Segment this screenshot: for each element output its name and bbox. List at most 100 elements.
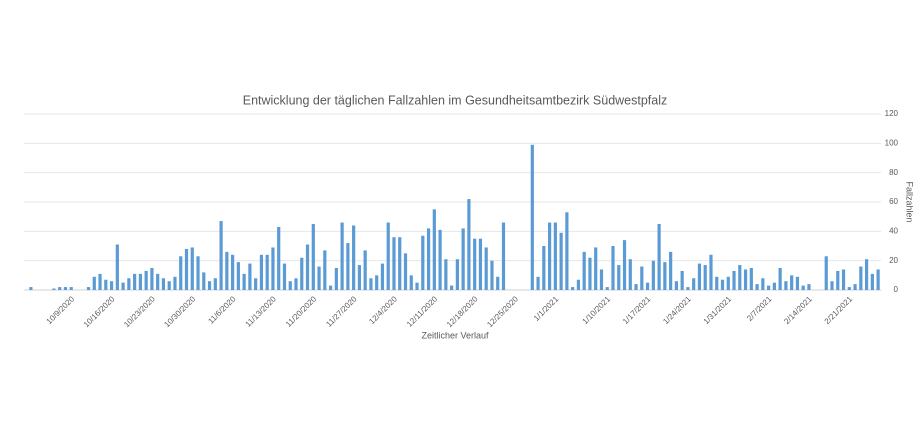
- x-tick-label: 11/6/2020: [206, 294, 237, 325]
- bar: [236, 262, 240, 290]
- bar: [161, 278, 166, 290]
- bar: [225, 251, 229, 290]
- x-tick-label: 2/21/2021: [823, 294, 855, 326]
- bar: [870, 273, 874, 290]
- bar: [352, 225, 356, 290]
- bar: [790, 275, 794, 290]
- bar: [317, 266, 321, 290]
- bar: [450, 285, 454, 290]
- bar: [767, 285, 771, 290]
- bar: [190, 247, 194, 290]
- bar: [386, 222, 390, 290]
- x-axis-title: Zeitlicher Verlauf: [421, 330, 489, 340]
- bar: [496, 276, 500, 290]
- bar: [807, 284, 811, 290]
- bar: [156, 273, 160, 290]
- bar: [150, 268, 154, 290]
- x-tick-label: 1/10/2021: [581, 294, 613, 326]
- bar: [363, 250, 367, 290]
- bar: [622, 240, 627, 290]
- y-tick-label: 120: [885, 109, 899, 118]
- bar: [841, 269, 846, 290]
- bar: [669, 251, 673, 290]
- bar: [853, 284, 857, 290]
- bar: [144, 270, 148, 290]
- bar: [426, 228, 431, 290]
- bar: [732, 270, 736, 290]
- bar: [738, 265, 742, 290]
- bar: [720, 279, 725, 290]
- bar: [582, 251, 586, 290]
- bar: [265, 254, 269, 290]
- x-tick-label: 11/20/2020: [284, 294, 319, 329]
- y-tick-label: 40: [889, 226, 898, 235]
- y-tick-label: 100: [885, 138, 899, 147]
- bar: [784, 281, 788, 290]
- bar: [271, 247, 275, 290]
- bar: [547, 222, 552, 290]
- bar: [98, 273, 102, 290]
- y-tick-label: 0: [894, 285, 899, 294]
- bar: [709, 254, 713, 290]
- bar: [692, 278, 696, 290]
- bar: [743, 269, 748, 290]
- bar: [300, 257, 304, 290]
- bar: [847, 287, 851, 290]
- bar: [69, 287, 73, 290]
- bar: [438, 229, 442, 290]
- bar: [536, 276, 540, 290]
- bar: [859, 266, 863, 290]
- y-tick-label: 20: [889, 256, 898, 265]
- bar: [836, 270, 840, 290]
- bar: [282, 263, 287, 290]
- bar: [202, 272, 206, 290]
- y-tick-label: 60: [889, 197, 898, 206]
- bar: [288, 281, 292, 290]
- bar: [432, 209, 436, 290]
- bar: [421, 235, 425, 290]
- bar: [824, 256, 828, 290]
- x-tick-label: 1/31/2021: [702, 294, 734, 326]
- bar: [277, 226, 281, 290]
- x-tick-label: 12/25/2020: [485, 294, 520, 329]
- bar: [634, 284, 638, 290]
- bar: [726, 276, 730, 290]
- bar: [219, 221, 223, 290]
- bar: [444, 259, 448, 290]
- x-tick-label: 1/1/2021: [532, 294, 561, 323]
- bar: [628, 259, 632, 290]
- bar: [248, 263, 252, 290]
- bar: [640, 266, 644, 290]
- bar: [594, 247, 598, 290]
- bar: [213, 278, 217, 290]
- bar: [645, 282, 650, 290]
- bar: [749, 268, 753, 290]
- bar: [830, 281, 834, 290]
- bar: [876, 269, 880, 290]
- bar: [755, 284, 759, 290]
- bar: [380, 263, 385, 290]
- bar: [346, 243, 350, 290]
- bar: [651, 260, 655, 290]
- bar: [478, 238, 483, 290]
- bar: [611, 246, 615, 290]
- x-tick-label: 12/11/2020: [405, 294, 440, 329]
- bar: [127, 278, 131, 290]
- bar: [167, 281, 171, 290]
- bar: [415, 282, 419, 290]
- bar: [398, 237, 402, 290]
- bar: [207, 281, 212, 290]
- bar: [663, 262, 667, 290]
- bar: [340, 222, 344, 290]
- bar: [565, 212, 569, 290]
- bar: [121, 282, 125, 290]
- x-tick-label: 11/27/2020: [324, 294, 359, 329]
- bar: [328, 285, 333, 290]
- bar: [173, 276, 177, 290]
- x-tick-label: 10/9/2020: [45, 294, 77, 326]
- bar: [559, 232, 563, 290]
- bar: [305, 244, 310, 290]
- bar: [231, 254, 235, 290]
- bar: [403, 253, 408, 290]
